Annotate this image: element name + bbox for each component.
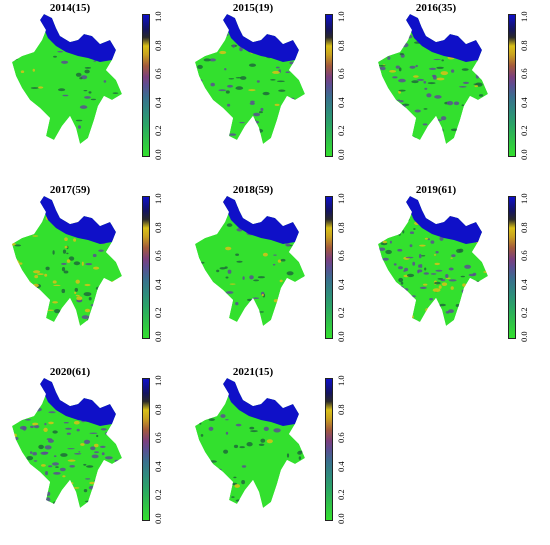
- lake-area: [378, 14, 488, 144]
- colorbar: [325, 196, 333, 339]
- colorbar-tick-label: 0.8: [336, 221, 346, 233]
- colorbar-tick-label: 0.2: [336, 489, 346, 501]
- lake-map: [195, 196, 305, 326]
- colorbar-tick-label: 0.0: [336, 513, 346, 524]
- map-panel: 2014(15) 0.0 0.2 0.4 0.6 0.8 1.0: [0, 0, 183, 181]
- colorbar-tick-label: 1.0: [336, 11, 346, 22]
- panel-title: 2016(35): [415, 2, 457, 14]
- colorbar-tick-label: 0.8: [153, 39, 163, 51]
- colorbar-tick-label: 1.0: [336, 375, 346, 386]
- colorbar-tick-label: 0.6: [153, 250, 163, 262]
- colorbar-tick-label: 0.0: [519, 331, 529, 342]
- lake-map: [195, 14, 305, 144]
- panel-title: 2017(59): [49, 184, 91, 196]
- colorbar-tick-label: 0.0: [336, 149, 346, 160]
- panel-title: 2014(15): [49, 2, 91, 14]
- colorbar-tick-label: 0.4: [519, 279, 529, 290]
- lake-map: [378, 14, 488, 144]
- panel-title: 2019(61): [415, 184, 457, 196]
- colorbar-tick-label: 0.2: [519, 125, 529, 137]
- colorbar-tick-label: 0.6: [519, 250, 529, 262]
- colorbar-tick-label: 0.4: [336, 97, 346, 108]
- colorbar-tick-label: 0.6: [153, 432, 163, 444]
- map-panel: 2017(59) 0.0 0.2 0.4 0.6 0.8 1.0: [0, 182, 183, 363]
- colorbar-tick-label: 0.8: [336, 403, 346, 415]
- colorbar-tick-label: 0.2: [153, 307, 163, 319]
- colorbar-tick-label: 0.8: [519, 221, 529, 233]
- lake-area: [195, 196, 305, 326]
- map-panel: 2020(61) 0.0 0.2 0.4 0.6 0.8 1.0: [0, 364, 183, 545]
- map-panel: 2016(35) 0.0 0.2 0.4 0.6 0.8 1.0: [366, 0, 549, 181]
- colorbar-tick-label: 0.4: [519, 97, 529, 108]
- colorbar-tick-label: 0.4: [153, 97, 163, 108]
- colorbar-tick-label: 0.2: [336, 125, 346, 137]
- colorbar-tick-label: 0.0: [153, 149, 163, 160]
- colorbar-tick-label: 0.6: [336, 68, 346, 80]
- lake-area: [12, 14, 122, 144]
- colorbar-tick-label: 0.4: [153, 461, 163, 472]
- colorbar: [142, 14, 150, 157]
- colorbar-tick-label: 1.0: [336, 193, 346, 204]
- deep-water-area: [40, 196, 116, 244]
- colorbar-tick-label: 0.8: [519, 39, 529, 51]
- map-panel: 2019(61) 0.0 0.2 0.4 0.6 0.8 1.0: [366, 182, 549, 363]
- colorbar-tick-label: 0.0: [153, 331, 163, 342]
- colorbar: [325, 378, 333, 521]
- lake-area: [378, 196, 488, 326]
- colorbar-tick-label: 0.2: [519, 307, 529, 319]
- deep-water-area: [223, 378, 299, 426]
- deep-water-area: [223, 196, 299, 244]
- deep-water-area: [223, 14, 299, 62]
- lake-map: [195, 378, 305, 508]
- colorbar-tick-label: 0.2: [336, 307, 346, 319]
- colorbar-tick-label: 0.4: [336, 279, 346, 290]
- deep-water-area: [40, 14, 116, 62]
- lake-map: [12, 378, 122, 508]
- colorbar-tick-label: 0.6: [336, 250, 346, 262]
- colorbar-tick-label: 0.6: [153, 68, 163, 80]
- deep-water-area: [406, 14, 482, 62]
- colorbar-tick-label: 1.0: [519, 193, 529, 204]
- colorbar: [142, 378, 150, 521]
- colorbar-tick-label: 0.0: [153, 513, 163, 524]
- panel-title: 2015(19): [232, 2, 274, 14]
- colorbar: [142, 196, 150, 339]
- lake-map: [12, 14, 122, 144]
- map-panel: 2015(19) 0.0 0.2 0.4 0.6 0.8 1.0: [183, 0, 366, 181]
- lake-map: [12, 196, 122, 326]
- colorbar: [508, 14, 516, 157]
- colorbar-tick-label: 0.8: [336, 39, 346, 51]
- colorbar: [508, 196, 516, 339]
- panel-title: 2018(59): [232, 184, 274, 196]
- map-panel: 2021(15) 0.0 0.2 0.4 0.6 0.8 1.0: [183, 364, 366, 545]
- colorbar-tick-label: 0.4: [336, 461, 346, 472]
- colorbar-tick-label: 1.0: [519, 11, 529, 22]
- colorbar-tick-label: 0.0: [336, 331, 346, 342]
- colorbar-tick-label: 1.0: [153, 193, 163, 204]
- panel-title: 2020(61): [49, 366, 91, 378]
- map-panel: 2018(59) 0.0 0.2 0.4 0.6 0.8 1.0: [183, 182, 366, 363]
- colorbar-tick-label: 0.8: [153, 403, 163, 415]
- panel-title: 2021(15): [232, 366, 274, 378]
- colorbar-tick-label: 0.4: [153, 279, 163, 290]
- colorbar-tick-label: 0.2: [153, 125, 163, 137]
- colorbar-tick-label: 0.6: [336, 432, 346, 444]
- colorbar-tick-label: 0.2: [153, 489, 163, 501]
- lake-area: [195, 14, 305, 144]
- colorbar-tick-label: 0.6: [519, 68, 529, 80]
- colorbar: [325, 14, 333, 157]
- colorbar-tick-label: 0.0: [519, 149, 529, 160]
- colorbar-tick-label: 0.8: [153, 221, 163, 233]
- colorbar-tick-label: 1.0: [153, 375, 163, 386]
- colorbar-tick-label: 1.0: [153, 11, 163, 22]
- deep-water-area: [406, 196, 482, 244]
- lake-map: [378, 196, 488, 326]
- lake-area: [12, 378, 122, 508]
- deep-water-area: [40, 378, 116, 426]
